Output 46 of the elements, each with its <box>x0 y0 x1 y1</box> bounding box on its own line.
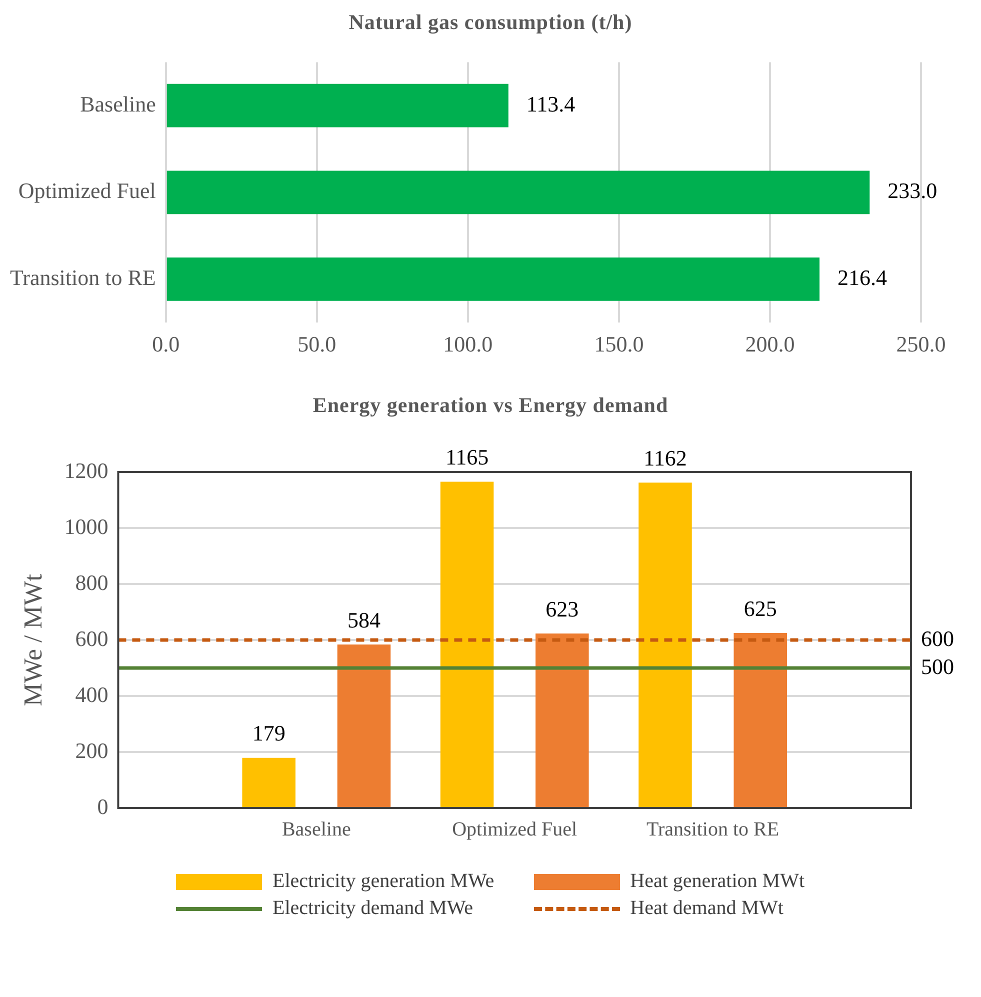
data-label: 600 <box>921 626 954 651</box>
chart-title: Natural gas consumption (t/h) <box>348 10 634 35</box>
legend-label: Heat generation MWt <box>630 870 804 893</box>
bar <box>166 84 508 128</box>
bar <box>166 170 870 214</box>
data-label: 179 <box>252 720 286 746</box>
data-label: 113.4 <box>526 91 576 116</box>
x-tick-label: 100.0 <box>443 332 493 357</box>
y-axis-title: MWe / MWt <box>18 573 48 706</box>
x-tick-label: 150.0 <box>594 332 644 357</box>
data-label: 623 <box>546 596 579 622</box>
x-tick-label: Transition to RE <box>646 818 780 840</box>
x-tick-label: 0.0 <box>152 332 180 357</box>
y-tick-label: Baseline <box>80 91 156 116</box>
data-label: 500 <box>921 654 954 679</box>
bar <box>166 258 820 301</box>
y-tick-label: Transition to RE <box>10 264 156 290</box>
data-label: 584 <box>347 607 380 632</box>
y-tick-label: Optimized Fuel <box>18 178 156 204</box>
y-tick-label: 800 <box>75 570 108 595</box>
x-tick-label: 250.0 <box>896 332 946 357</box>
y-tick-label: 400 <box>75 682 108 707</box>
x-tick-label: 200.0 <box>745 332 795 357</box>
x-tick-label: Baseline <box>282 818 351 840</box>
data-label: 625 <box>744 596 777 621</box>
y-tick-label: 0 <box>97 794 108 819</box>
bar <box>440 482 494 807</box>
y-tick-label: 1200 <box>64 458 108 483</box>
x-tick-label: Optimized Fuel <box>452 818 578 840</box>
bar <box>337 644 391 807</box>
x-tick-label: 50.0 <box>298 332 336 357</box>
legend-label: Heat demand MWt <box>630 897 784 920</box>
bar <box>638 482 692 807</box>
y-tick-label: 1000 <box>64 514 108 539</box>
y-tick-label: 200 <box>75 738 108 763</box>
legend-label: Electricity generation MWe <box>272 870 494 893</box>
bar <box>734 633 788 807</box>
data-label: 1165 <box>445 444 489 470</box>
legend-label: Electricity demand MWe <box>272 897 474 920</box>
data-label: 216.4 <box>838 264 888 290</box>
bar <box>242 758 296 807</box>
data-label: 1162 <box>644 445 687 470</box>
data-label: 233.0 <box>888 178 938 204</box>
chart-title: Energy generation vs Energy demand <box>312 393 670 418</box>
bar <box>536 634 589 807</box>
y-tick-label: 600 <box>75 626 108 651</box>
